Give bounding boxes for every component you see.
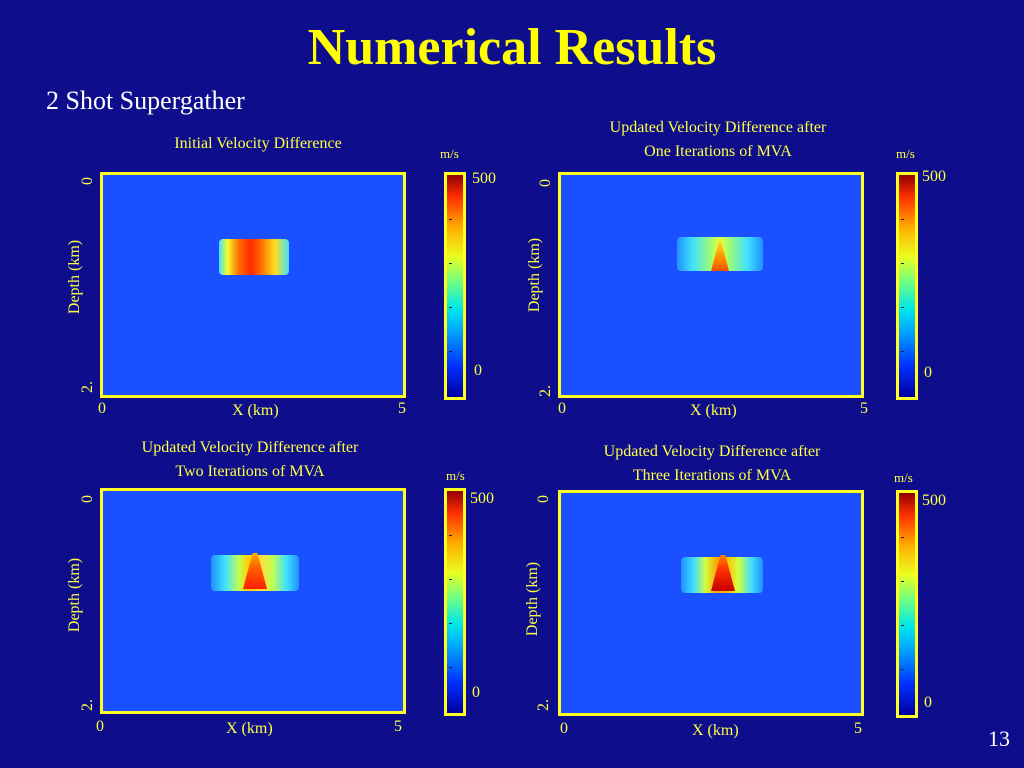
velocity-plot <box>100 488 406 714</box>
y-axis-label: Depth (km) <box>66 557 84 633</box>
colorbar-max-label: 500 <box>922 492 946 509</box>
y-axis-label: Depth (km) <box>66 239 84 315</box>
y-axis-label: Depth (km) <box>524 561 542 637</box>
colorbar <box>896 490 918 718</box>
panel-title: Updated Velocity Difference after Two It… <box>141 439 359 480</box>
y-tick-bottom: 2. <box>79 699 96 711</box>
panel-three-iterations: Updated Velocity Difference after Three … <box>524 440 990 740</box>
y-tick-bottom: 2. <box>79 381 96 393</box>
slide-title: Numerical Results <box>307 19 717 76</box>
x-tick-right: 5 <box>854 720 862 737</box>
y-tick-top: 0 <box>79 177 96 185</box>
x-axis-label: X (km) <box>692 722 739 739</box>
panel-title: Updated Velocity Difference after One It… <box>609 119 827 160</box>
velocity-plot <box>558 172 864 398</box>
colorbar-unit: m/s <box>894 470 913 485</box>
x-tick-left: 0 <box>558 400 566 417</box>
colorbar-unit: m/s <box>896 146 915 161</box>
y-tick-top: 0 <box>535 495 552 503</box>
colorbar-max-label: 500 <box>922 168 946 185</box>
x-axis-label: X (km) <box>226 720 273 737</box>
x-axis-label: X (km) <box>690 402 737 419</box>
colorbar-min-label: 0 <box>472 684 480 701</box>
velocity-anomaly <box>219 239 289 275</box>
page-number: 13 <box>988 726 1010 751</box>
panel-title: Updated Velocity Difference after Three … <box>603 443 821 484</box>
slide-subtitle: 2 Shot Supergather <box>46 86 245 115</box>
y-axis-label: Depth (km) <box>526 237 544 313</box>
colorbar <box>444 488 466 716</box>
y-tick-top: 0 <box>537 179 554 187</box>
x-tick-right: 5 <box>394 718 402 735</box>
colorbar-max-label: 500 <box>472 170 496 187</box>
y-tick-bottom: 2. <box>537 385 554 397</box>
colorbar-unit: m/s <box>440 146 459 161</box>
colorbar <box>896 172 918 400</box>
y-tick-top: 0 <box>79 495 96 503</box>
velocity-plot <box>558 490 864 716</box>
panel-one-iteration: Updated Velocity Difference after One It… <box>526 116 990 419</box>
x-tick-right: 5 <box>860 400 868 417</box>
x-tick-left: 0 <box>96 718 104 735</box>
x-axis-label: X (km) <box>232 402 279 419</box>
panel-title: Initial Velocity Difference <box>174 135 342 152</box>
panel-initial-velocity: Initial Velocity Difference Depth (km) 0… <box>66 132 530 432</box>
x-tick-left: 0 <box>560 720 568 737</box>
colorbar-unit: m/s <box>446 468 465 483</box>
colorbar <box>444 172 466 400</box>
colorbar-min-label: 0 <box>924 694 932 711</box>
panel-two-iterations: Updated Velocity Difference after Two It… <box>66 436 530 737</box>
velocity-plot <box>100 172 406 398</box>
x-tick-right: 5 <box>398 400 406 417</box>
colorbar-min-label: 0 <box>924 364 932 381</box>
x-tick-left: 0 <box>98 400 106 417</box>
y-tick-bottom: 2. <box>535 699 552 711</box>
colorbar-min-label: 0 <box>474 362 482 379</box>
colorbar-max-label: 500 <box>470 490 494 507</box>
